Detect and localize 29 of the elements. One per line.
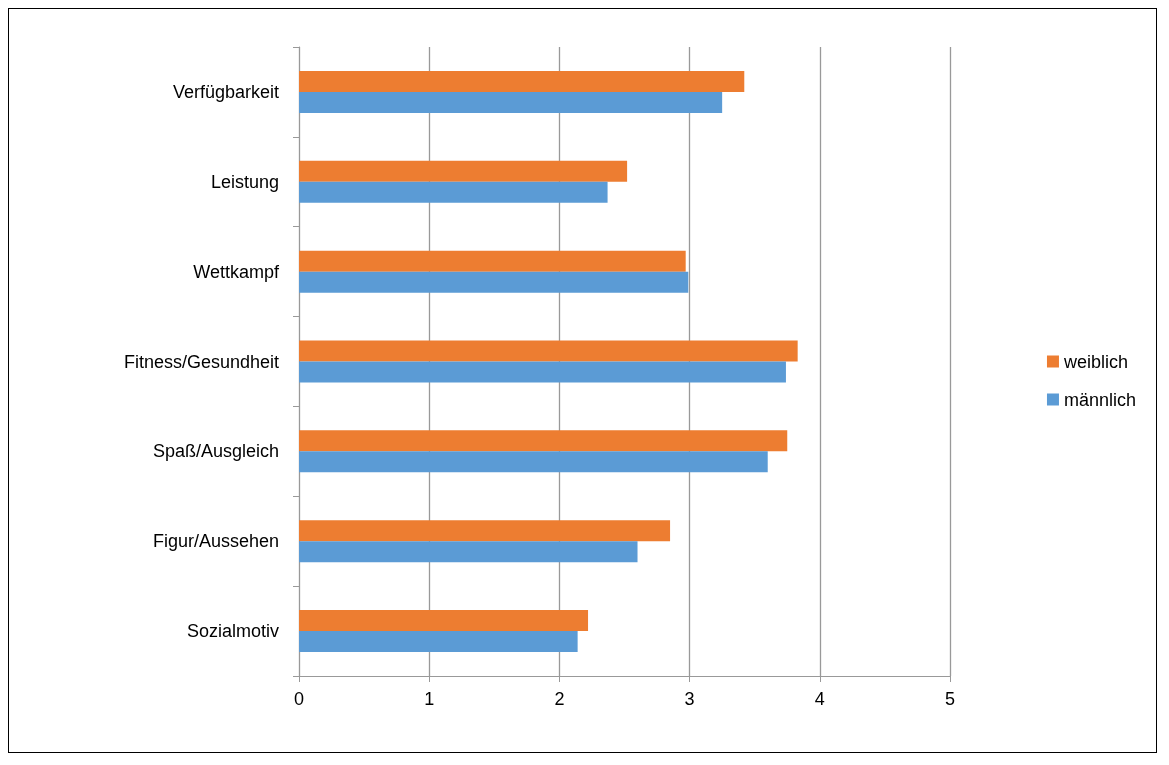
bar bbox=[299, 430, 788, 452]
bar bbox=[299, 70, 745, 92]
legend-label: weiblich bbox=[1062, 351, 1128, 372]
x-tick-label: 1 bbox=[424, 689, 435, 709]
y-tick-label: Verfügbarkeit bbox=[172, 81, 279, 102]
legend-label: männlich bbox=[1063, 389, 1137, 410]
bar bbox=[299, 520, 671, 542]
x-tick-label: 4 bbox=[814, 689, 825, 709]
bar bbox=[299, 361, 786, 383]
y-tick-label: Figur/Aussehen bbox=[152, 531, 279, 552]
bar bbox=[299, 541, 638, 563]
y-tick-label: Sozialmotiv bbox=[186, 621, 279, 642]
y-tick-label: Fitness/Gesundheit bbox=[123, 351, 279, 372]
bar bbox=[299, 181, 608, 203]
x-tick-label: 3 bbox=[684, 689, 695, 709]
bar bbox=[299, 250, 686, 272]
x-tick-label: 0 bbox=[293, 689, 305, 709]
x-tick-label: 5 bbox=[944, 689, 956, 709]
bar bbox=[299, 451, 768, 473]
bar bbox=[299, 631, 578, 653]
y-tick-label: Wettkampf bbox=[193, 261, 280, 282]
y-tick-label: Spaß/Ausgleich bbox=[152, 441, 279, 462]
y-tick-label: Leistung bbox=[210, 171, 279, 192]
bar bbox=[299, 160, 628, 182]
bar bbox=[299, 610, 589, 632]
bar bbox=[299, 340, 798, 362]
bar bbox=[299, 271, 689, 293]
x-tick-label: 2 bbox=[554, 689, 565, 709]
bar bbox=[299, 91, 723, 113]
